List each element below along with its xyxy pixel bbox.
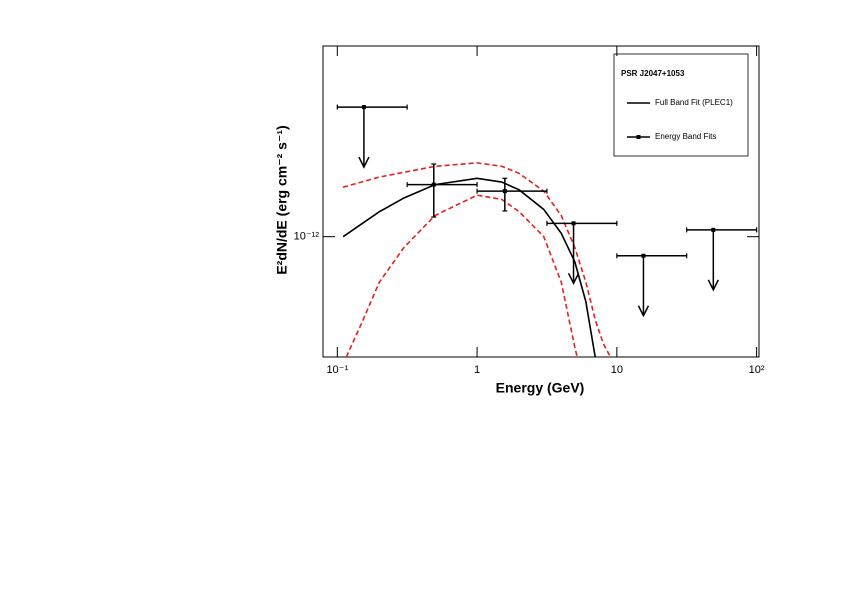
legend-label: Energy Band Fits (655, 132, 716, 141)
arrow-head (637, 305, 650, 318)
legend-marker (636, 135, 641, 139)
data-point (711, 227, 716, 232)
data-point (502, 189, 507, 194)
legend-title: PSR J2047+1053 (621, 69, 685, 78)
data-point (571, 221, 576, 226)
x-tick-label: 10 (611, 364, 623, 376)
arrow-head (567, 272, 580, 286)
y-tick-label: 10⁻¹² (294, 231, 320, 243)
x-tick-label: 10⁻¹ (326, 364, 348, 376)
data-point (431, 182, 436, 187)
fit-curve (345, 194, 578, 357)
fit-curve (342, 177, 596, 357)
x-tick-label: 10² (749, 364, 765, 376)
arrow-head (707, 279, 719, 292)
y-axis-label: E²dN/dE (erg cm⁻² s⁻¹) (274, 125, 290, 274)
x-axis-label: Energy (GeV) (496, 380, 585, 396)
data-point (641, 253, 646, 258)
x-tick-label: 1 (474, 364, 480, 376)
plot-frame (322, 45, 760, 358)
legend-box (613, 53, 749, 157)
arrow-head (358, 156, 370, 169)
data-point (361, 105, 366, 110)
legend-label: Full Band Fit (PLEC1) (655, 98, 733, 107)
